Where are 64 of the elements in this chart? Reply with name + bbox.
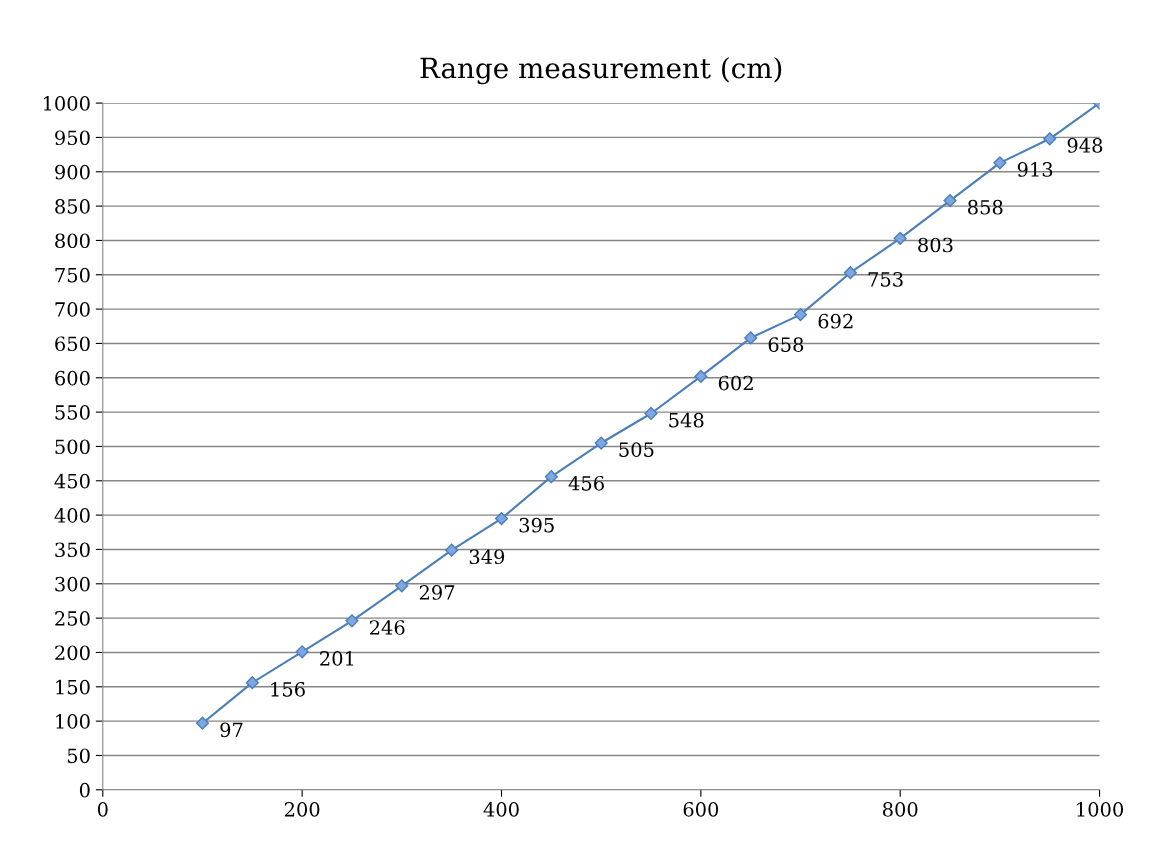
y-tick-label: 550 [55, 405, 90, 420]
data-label: 548 [669, 412, 704, 428]
y-tick-label: 1000 [43, 96, 90, 111]
x-tick-label: 200 [284, 801, 320, 817]
point [195, 716, 210, 730]
y-tick-label: 300 [55, 576, 90, 592]
point [644, 406, 658, 421]
y-tick-label: 800 [55, 233, 90, 249]
y-tick-label: 150 [56, 679, 90, 695]
y-tick-label: 450 [54, 473, 90, 489]
data-label: 97 [220, 722, 243, 738]
y-tick-label: 950 [55, 130, 90, 146]
x-tick-label: 800 [882, 801, 918, 817]
data-label: 858 [968, 199, 1003, 215]
y-tick-label: 500 [55, 439, 90, 455]
data-label: 913 [1017, 162, 1053, 177]
y-tick-label: 400 [54, 508, 90, 523]
point [345, 614, 359, 628]
data-label: 349 [469, 549, 505, 565]
data-label: 156 [271, 681, 305, 697]
y-tick-label: 0 [79, 782, 90, 798]
data-label: 692 [818, 313, 853, 329]
point [245, 676, 259, 690]
point [993, 156, 1007, 170]
data-label: 201 [320, 651, 354, 666]
x-tick-label: 0 [97, 801, 108, 817]
y-tick-label: 850 [55, 199, 90, 214]
point [445, 543, 459, 557]
x-tick-label: 1000 [1077, 801, 1124, 817]
data-label: 395 [519, 517, 554, 533]
point [843, 266, 857, 280]
point [793, 308, 808, 322]
y-tick-label: 700 [55, 302, 90, 317]
x-tick-label: 600 [683, 801, 719, 817]
y-tick-label: 650 [55, 336, 90, 352]
point [594, 436, 608, 450]
point [744, 331, 758, 345]
data-label: 456 [568, 475, 604, 491]
point [943, 194, 957, 208]
data-label: 803 [918, 237, 953, 253]
point [893, 231, 907, 245]
y-tick-label: 100 [56, 714, 90, 729]
data-label: 297 [419, 585, 455, 600]
data-label: 246 [369, 620, 405, 635]
chart-title: Range measurement (cm) [420, 56, 782, 85]
point [395, 579, 409, 593]
y-tick-label: 50 [67, 748, 90, 764]
point [494, 511, 509, 526]
point [694, 369, 708, 383]
data-label: 602 [718, 375, 753, 391]
point [295, 645, 309, 659]
x-tick-label: 400 [483, 801, 519, 817]
y-tick-label: 750 [55, 267, 90, 283]
data-label: 948 [1067, 138, 1103, 153]
y-tick-label: 600 [55, 370, 90, 386]
y-tick-label: 200 [55, 645, 90, 661]
point [544, 470, 558, 484]
y-tick-label: 350 [55, 542, 90, 558]
data-label: 658 [768, 337, 804, 352]
point [1043, 132, 1057, 146]
data-label: 753 [868, 271, 903, 287]
data-label: 505 [619, 442, 654, 457]
y-tick-label: 900 [55, 164, 90, 180]
y-tick-label: 250 [55, 611, 90, 626]
